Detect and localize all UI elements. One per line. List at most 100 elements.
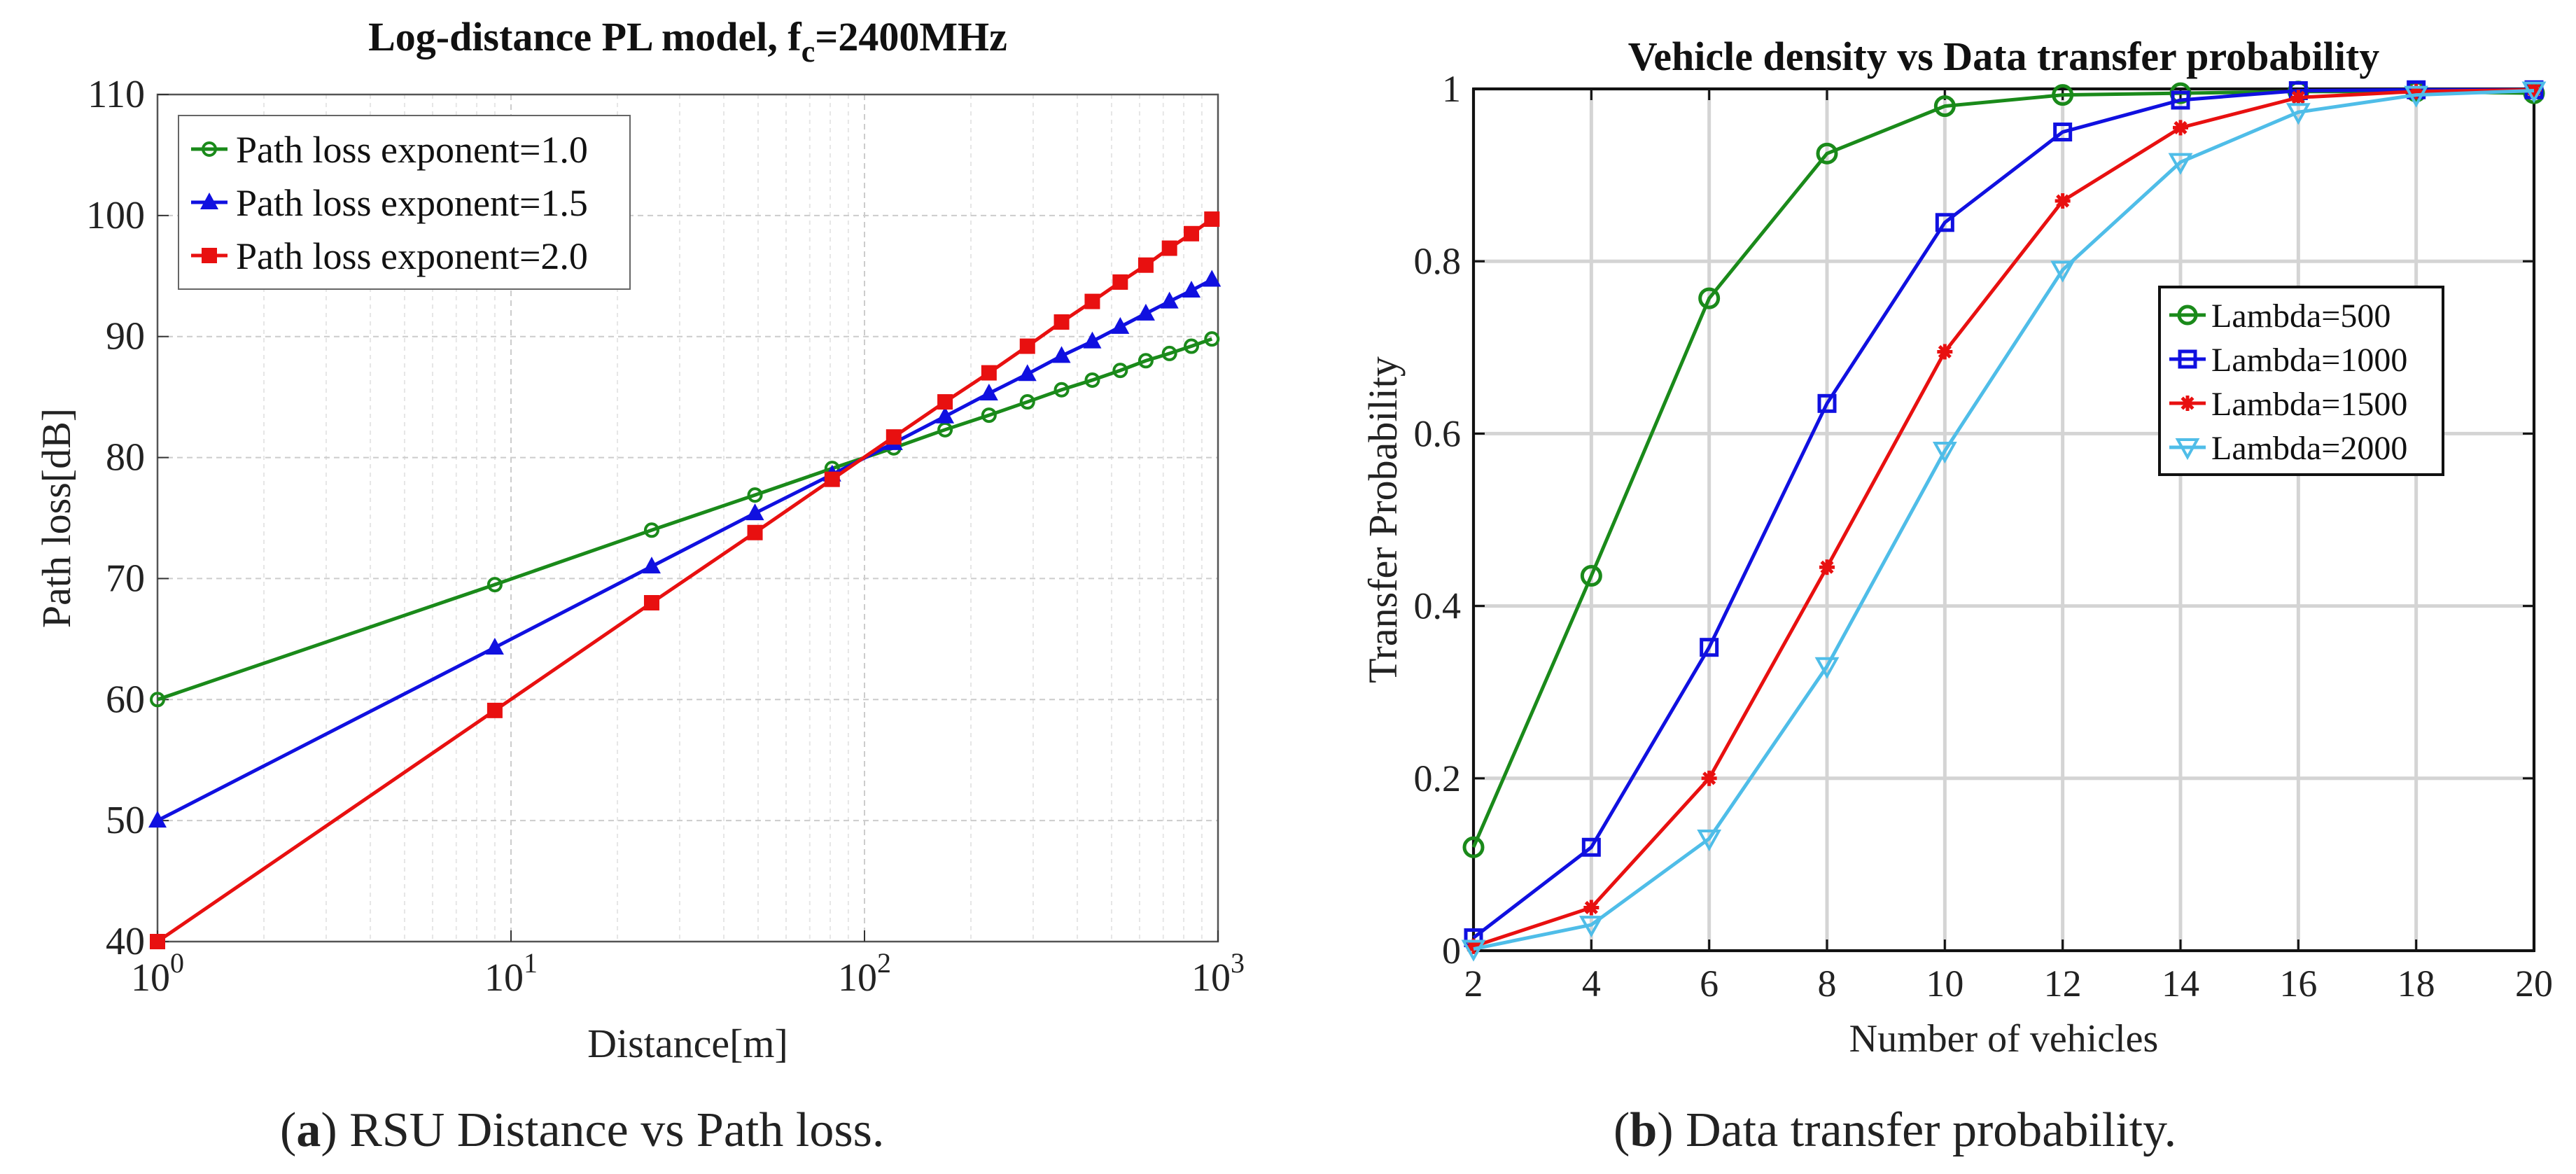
data-point [1054, 314, 1070, 330]
data-point [1054, 382, 1070, 398]
x-tick-label: 16 [2279, 963, 2317, 1005]
data-point [2171, 90, 2190, 110]
data-point [1138, 353, 1154, 369]
data-point [2050, 260, 2076, 283]
legend-marker [2180, 396, 2195, 411]
data-point [2053, 123, 2073, 142]
tick-base: 10 [838, 956, 877, 1000]
data-point [2173, 120, 2188, 136]
x-tick-label: 8 [1818, 963, 1837, 1005]
data-point [2404, 85, 2429, 108]
series-line [156, 218, 1213, 944]
data-point-stroke [1938, 344, 1952, 359]
title-tail: =2400MHz [815, 14, 1007, 60]
x-axis-label: Number of vehicles [1849, 1017, 2159, 1061]
data-point [1160, 291, 1179, 309]
data-point [1084, 372, 1100, 388]
series-2 [1464, 80, 2544, 948]
series-3 [150, 211, 1220, 949]
data-point [1814, 657, 1840, 679]
data-point [747, 487, 763, 503]
legend-label: Lambda=1500 [2211, 386, 2407, 423]
title-subscript: c [802, 34, 816, 69]
data-point [486, 702, 503, 718]
legend-box [178, 115, 631, 290]
data-point [642, 557, 661, 574]
data-point [1932, 442, 1957, 464]
data-point [2286, 103, 2311, 125]
data-point [1697, 829, 1722, 852]
data-point [1203, 270, 1222, 287]
data-point [1701, 770, 1717, 786]
series-line [156, 278, 1213, 823]
data-point [747, 524, 763, 540]
data-point [1816, 142, 1838, 165]
data-point [1111, 316, 1130, 334]
legend-label: Path loss exponent=2.0 [236, 235, 588, 277]
legend-marker [202, 248, 217, 263]
data-point [1019, 338, 1035, 354]
data-point [1204, 211, 1220, 228]
y-tick-label: 1 [1442, 68, 1461, 110]
series-line [157, 337, 1213, 701]
data-point [1161, 240, 1177, 256]
tick-base: 10 [1191, 956, 1231, 1000]
tick-base: 10 [484, 956, 524, 1000]
data-point-stroke [1702, 771, 1716, 785]
x-tick-label: 20 [2515, 963, 2553, 1005]
data-point [936, 406, 955, 424]
data-point [1052, 346, 1071, 363]
x-tick-label: 4 [1582, 963, 1601, 1005]
y-tick-label: 80 [106, 436, 145, 480]
legend-marker-stroke [2180, 396, 2194, 410]
data-point [1019, 394, 1035, 410]
y-tick-label: 90 [106, 315, 145, 358]
y-tick-label: 0.4 [1414, 585, 1462, 627]
data-point [1933, 95, 1956, 118]
series-3 [1466, 82, 2542, 954]
x-axis-label: Distance[m] [587, 1021, 788, 1066]
data-point [2290, 90, 2306, 106]
data-point [1700, 638, 1719, 657]
plot-frame [156, 93, 1219, 943]
data-point [1580, 565, 1602, 587]
data-point [1581, 837, 1601, 857]
x-tick-label: 103 [1191, 947, 1245, 1000]
data-point [979, 383, 998, 400]
data-point [1184, 225, 1200, 242]
data-point-stroke [2291, 90, 2305, 104]
legend: Path loss exponent=1.0 Path loss exponent… [178, 115, 631, 290]
x-tick-label: 6 [1700, 963, 1718, 1005]
data-point [1161, 345, 1177, 361]
tick-exponent: 1 [524, 947, 538, 979]
data-point [1112, 274, 1128, 290]
y-tick-label: 0.2 [1414, 757, 1462, 799]
plot-frame [1472, 88, 2535, 952]
series-line [1473, 88, 2535, 949]
data-point [824, 471, 840, 487]
data-point [1084, 293, 1100, 309]
x-tick-label: 102 [838, 947, 891, 1000]
x-tick-label: 100 [131, 947, 184, 1000]
data-point-stroke [2174, 120, 2188, 134]
data-point [1461, 939, 1486, 962]
x-tick-label: 18 [2398, 963, 2435, 1005]
data-point [1136, 303, 1155, 321]
data-point [937, 394, 953, 410]
tick-exponent: 2 [877, 947, 891, 979]
data-point [1112, 363, 1128, 379]
data-point [1083, 331, 1102, 349]
data-point [1698, 287, 1721, 309]
data-point [937, 421, 953, 438]
x-tick-label: 12 [2044, 963, 2082, 1005]
y-tick-label: 0.6 [1414, 412, 1462, 454]
data-point [1583, 900, 1600, 916]
data-point [1578, 916, 1604, 938]
y-tick-label: 0.8 [1414, 240, 1462, 282]
caption-a: (a) RSU Distance vs Path loss. [280, 1103, 885, 1157]
legend-marker [2175, 438, 2200, 461]
series-1 [150, 331, 1220, 708]
data-point [1138, 257, 1154, 273]
